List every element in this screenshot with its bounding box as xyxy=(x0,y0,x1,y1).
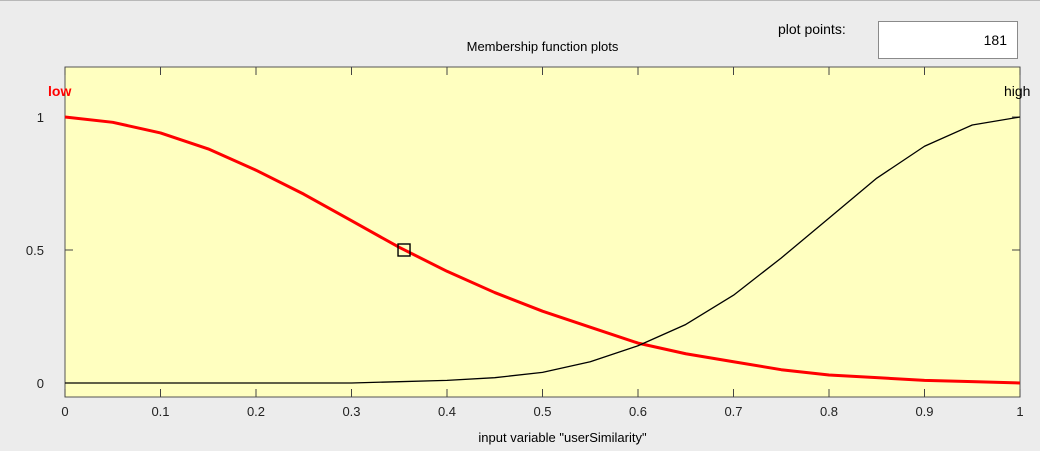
y-tick-label: 0 xyxy=(37,376,44,391)
mf-label-high[interactable]: high xyxy=(1004,83,1030,99)
y-tick-label: 1 xyxy=(37,110,44,125)
x-tick-label: 0.4 xyxy=(438,404,456,419)
x-tick-label: 0.2 xyxy=(247,404,265,419)
x-axis-label: input variable "userSimilarity" xyxy=(478,430,647,445)
x-tick-label: 0.9 xyxy=(915,404,933,419)
plot-points-label: plot points: xyxy=(778,21,846,37)
x-tick-label: 0 xyxy=(61,404,68,419)
series-line-low[interactable] xyxy=(64,115,1021,385)
x-tick-label: 0.7 xyxy=(724,404,742,419)
plot-area[interactable] xyxy=(64,66,1021,398)
mf-label-low[interactable]: low xyxy=(48,83,71,99)
x-tick-label: 1 xyxy=(1016,404,1023,419)
chart-title: Membership function plots xyxy=(467,39,619,54)
x-tick-label: 0.6 xyxy=(629,404,647,419)
series-line-high[interactable] xyxy=(65,116,1021,384)
x-tick-label: 0.8 xyxy=(820,404,838,419)
x-tick-label: 0.3 xyxy=(342,404,360,419)
x-tick-label: 0.1 xyxy=(151,404,169,419)
plot-points-input[interactable] xyxy=(878,21,1018,59)
x-tick-label: 0.5 xyxy=(533,404,551,419)
selected-point-marker[interactable] xyxy=(397,243,411,257)
y-tick-label: 0.5 xyxy=(26,243,44,258)
